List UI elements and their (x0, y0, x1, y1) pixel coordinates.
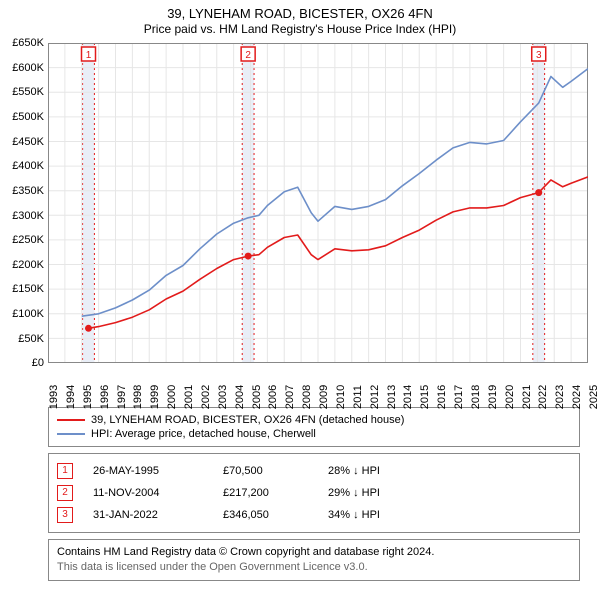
x-tick-label: 2010 (335, 385, 347, 409)
sale-marker-icon: 1 (57, 463, 73, 479)
legend-swatch (57, 419, 85, 421)
table-row: 2 11-NOV-2004 £217,200 29% ↓ HPI (57, 482, 571, 504)
x-axis-labels: 1993199419951996199719981999200020012002… (48, 363, 588, 401)
footer-line2: This data is licensed under the Open Gov… (57, 560, 571, 575)
attribution-footer: Contains HM Land Registry data © Crown c… (48, 539, 580, 581)
sale-hpi-diff: 28% ↓ HPI (328, 465, 380, 477)
x-tick-label: 2006 (267, 385, 279, 409)
x-tick-label: 1998 (132, 385, 144, 409)
footer-line1: Contains HM Land Registry data © Crown c… (57, 545, 571, 560)
x-tick-label: 1995 (82, 385, 94, 409)
legend-swatch (57, 433, 85, 435)
x-tick-label: 1994 (65, 385, 77, 409)
y-tick-label: £600K (12, 62, 44, 74)
x-tick-label: 2015 (419, 385, 431, 409)
x-tick-label: 2022 (537, 385, 549, 409)
x-tick-label: 2018 (470, 385, 482, 409)
y-tick-label: £450K (12, 136, 44, 148)
sale-price: £217,200 (223, 487, 308, 499)
legend-item: 39, LYNEHAM ROAD, BICESTER, OX26 4FN (de… (57, 413, 571, 427)
x-tick-label: 2001 (183, 385, 195, 409)
y-tick-label: £200K (12, 259, 44, 271)
x-tick-label: 2002 (200, 385, 212, 409)
x-tick-label: 2003 (217, 385, 229, 409)
x-tick-label: 2016 (436, 385, 448, 409)
y-tick-label: £400K (12, 160, 44, 172)
svg-text:3: 3 (536, 50, 542, 61)
sale-marker-icon: 2 (57, 485, 73, 501)
x-tick-label: 2017 (453, 385, 465, 409)
x-tick-label: 2019 (487, 385, 499, 409)
y-tick-label: £550K (12, 86, 44, 98)
price-chart: 1 2 3 (48, 43, 588, 363)
y-axis-labels: £0£50K£100K£150K£200K£250K£300K£350K£400… (0, 43, 48, 363)
x-tick-label: 1996 (99, 385, 111, 409)
y-tick-label: £650K (12, 37, 44, 49)
x-tick-label: 2008 (301, 385, 313, 409)
table-row: 1 26-MAY-1995 £70,500 28% ↓ HPI (57, 460, 571, 482)
x-tick-label: 2004 (234, 385, 246, 409)
x-tick-label: 2020 (504, 385, 516, 409)
x-tick-label: 2023 (554, 385, 566, 409)
svg-text:1: 1 (86, 50, 92, 61)
x-tick-label: 2025 (588, 385, 600, 409)
y-tick-label: £0 (32, 357, 44, 369)
y-tick-label: £100K (12, 308, 44, 320)
x-tick-label: 2021 (521, 385, 533, 409)
x-tick-label: 2011 (352, 385, 364, 409)
table-row: 3 31-JAN-2022 £346,050 34% ↓ HPI (57, 504, 571, 526)
x-tick-label: 1993 (48, 385, 60, 409)
x-tick-label: 2000 (166, 385, 178, 409)
x-tick-label: 2024 (571, 385, 583, 409)
chart-title-line1: 39, LYNEHAM ROAD, BICESTER, OX26 4FN (0, 6, 600, 22)
y-tick-label: £500K (12, 111, 44, 123)
y-tick-label: £50K (18, 333, 44, 345)
x-tick-label: 1999 (149, 385, 161, 409)
y-tick-label: £350K (12, 185, 44, 197)
legend-item: HPI: Average price, detached house, Cher… (57, 427, 571, 441)
sales-table: 1 26-MAY-1995 £70,500 28% ↓ HPI 2 11-NOV… (48, 453, 580, 533)
y-tick-label: £250K (12, 234, 44, 246)
x-tick-label: 2012 (369, 385, 381, 409)
x-tick-label: 2014 (402, 385, 414, 409)
chart-title-block: 39, LYNEHAM ROAD, BICESTER, OX26 4FN Pri… (0, 0, 600, 37)
sale-price: £70,500 (223, 465, 308, 477)
chart-title-line2: Price paid vs. HM Land Registry's House … (0, 22, 600, 37)
x-tick-label: 1997 (116, 385, 128, 409)
sale-hpi-diff: 34% ↓ HPI (328, 509, 380, 521)
legend: 39, LYNEHAM ROAD, BICESTER, OX26 4FN (de… (48, 407, 580, 447)
legend-label: HPI: Average price, detached house, Cher… (91, 428, 316, 440)
sale-hpi-diff: 29% ↓ HPI (328, 487, 380, 499)
x-tick-label: 2007 (284, 385, 296, 409)
sale-date: 31-JAN-2022 (93, 509, 203, 521)
sale-marker-icon: 3 (57, 507, 73, 523)
x-tick-label: 2013 (386, 385, 398, 409)
y-tick-label: £300K (12, 210, 44, 222)
legend-label: 39, LYNEHAM ROAD, BICESTER, OX26 4FN (de… (91, 414, 404, 426)
x-tick-label: 2009 (318, 385, 330, 409)
sale-date: 26-MAY-1995 (93, 465, 203, 477)
y-tick-label: £150K (12, 283, 44, 295)
x-tick-label: 2005 (251, 385, 263, 409)
sale-date: 11-NOV-2004 (93, 487, 203, 499)
svg-text:2: 2 (245, 50, 251, 61)
sale-price: £346,050 (223, 509, 308, 521)
